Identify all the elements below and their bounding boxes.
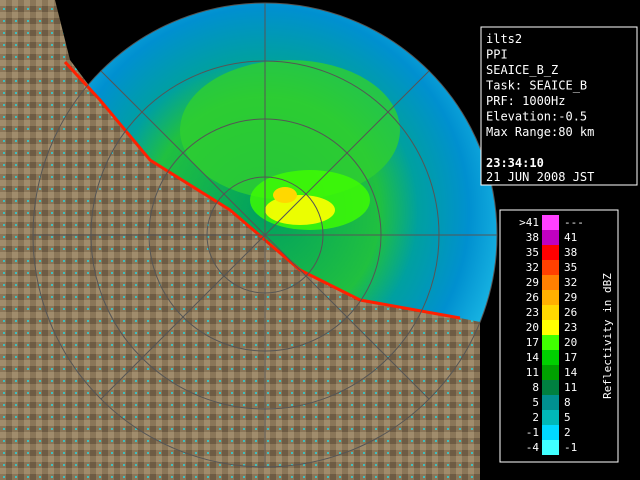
legend-high: 14 bbox=[564, 366, 578, 379]
legend-swatch bbox=[542, 305, 559, 320]
legend-high: --- bbox=[564, 216, 584, 229]
legend-swatch bbox=[542, 215, 559, 230]
info-line: PRF: 1000Hz bbox=[486, 94, 565, 108]
info-line: SEAICE_B_Z bbox=[486, 63, 558, 77]
legend-swatch bbox=[542, 290, 559, 305]
date: 21 JUN 2008 JST bbox=[486, 170, 594, 184]
legend-swatch bbox=[542, 410, 559, 425]
legend-swatch bbox=[542, 335, 559, 350]
legend-low: 23 bbox=[526, 306, 539, 319]
legend-swatch bbox=[542, 365, 559, 380]
info-line: Elevation:-0.5 bbox=[486, 110, 587, 124]
legend-swatch bbox=[542, 440, 559, 455]
legend-low: 26 bbox=[526, 291, 539, 304]
land bbox=[0, 0, 480, 480]
legend-low: -1 bbox=[526, 426, 539, 439]
legend-low: >41 bbox=[519, 216, 539, 229]
legend-low: 29 bbox=[526, 276, 539, 289]
legend-high: 5 bbox=[564, 411, 571, 424]
legend-swatch bbox=[542, 425, 559, 440]
legend-swatch bbox=[542, 230, 559, 245]
legend-swatch bbox=[542, 260, 559, 275]
info-line: PPI bbox=[486, 48, 508, 62]
legend-high: 35 bbox=[564, 261, 577, 274]
info-line: Task: SEAICE_B bbox=[486, 79, 587, 93]
legend-high: 29 bbox=[564, 291, 577, 304]
legend-high: 38 bbox=[564, 246, 577, 259]
legend-high: 23 bbox=[564, 321, 577, 334]
legend-high: -1 bbox=[564, 441, 577, 454]
legend-swatch bbox=[542, 380, 559, 395]
range-rings bbox=[32, 2, 498, 468]
legend-high: 41 bbox=[564, 231, 577, 244]
legend-swatch bbox=[542, 320, 559, 335]
legend-low: 17 bbox=[526, 336, 539, 349]
radar-map bbox=[0, 0, 498, 480]
legend-low: -4 bbox=[526, 441, 540, 454]
legend-high: 26 bbox=[564, 306, 577, 319]
legend-swatch bbox=[542, 350, 559, 365]
legend-low: 11 bbox=[526, 366, 539, 379]
info-panel bbox=[480, 26, 638, 186]
legend-swatch bbox=[542, 245, 559, 260]
legend-low: 20 bbox=[526, 321, 539, 334]
legend-low: 8 bbox=[532, 381, 539, 394]
legend-title: Reflectivity in dBZ bbox=[601, 273, 614, 399]
legend-low: 14 bbox=[526, 351, 540, 364]
coast-echo bbox=[63, 60, 461, 320]
legend-low: 32 bbox=[526, 261, 539, 274]
legend-high: 20 bbox=[564, 336, 577, 349]
legend-swatch bbox=[542, 275, 559, 290]
info-line: Max Range:80 km bbox=[486, 125, 594, 139]
legend-low: 2 bbox=[532, 411, 539, 424]
legend-low: 35 bbox=[526, 246, 539, 259]
time: 23:34:10 bbox=[486, 156, 544, 170]
legend-high: 17 bbox=[564, 351, 577, 364]
legend-high: 2 bbox=[564, 426, 571, 439]
legend-low: 5 bbox=[532, 396, 539, 409]
legend-swatch bbox=[542, 395, 559, 410]
info-line: ilts2 bbox=[486, 32, 522, 46]
legend-high: 11 bbox=[564, 381, 577, 394]
legend-low: 38 bbox=[526, 231, 539, 244]
legend-high: 32 bbox=[564, 276, 577, 289]
legend-high: 8 bbox=[564, 396, 571, 409]
